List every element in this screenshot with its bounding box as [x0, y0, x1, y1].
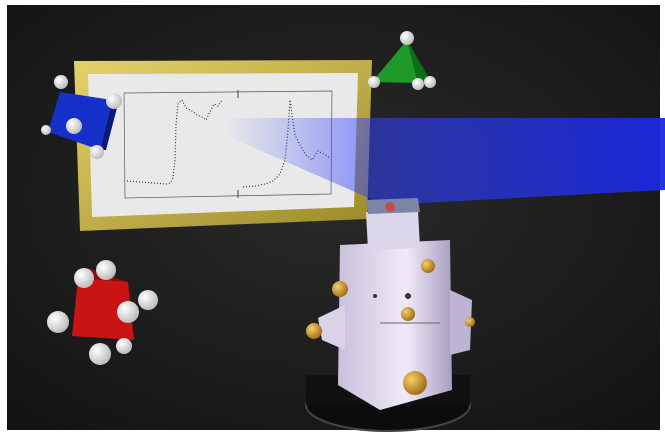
- atom: [368, 76, 380, 88]
- atom: [66, 118, 82, 134]
- atom: [47, 311, 69, 333]
- atom: [400, 31, 414, 45]
- sample: [385, 202, 395, 212]
- atom: [41, 125, 51, 135]
- atom: [116, 338, 132, 354]
- knob: [421, 259, 435, 273]
- atom: [138, 290, 158, 310]
- atom: [96, 260, 116, 280]
- page: [0, 0, 665, 435]
- atom: [424, 76, 436, 88]
- atom: [54, 75, 68, 89]
- knob: [403, 371, 427, 395]
- knob: [465, 317, 475, 327]
- atom: [74, 268, 94, 288]
- sample-stage: [366, 210, 420, 250]
- knob: [401, 307, 415, 321]
- atom: [89, 343, 111, 365]
- screw: [373, 294, 377, 298]
- atom: [106, 93, 122, 109]
- screw: [405, 293, 411, 299]
- atom: [117, 301, 139, 323]
- atom: [412, 78, 424, 90]
- knob: [306, 323, 322, 339]
- knob: [332, 281, 348, 297]
- scene: [0, 0, 665, 435]
- atom: [90, 145, 104, 159]
